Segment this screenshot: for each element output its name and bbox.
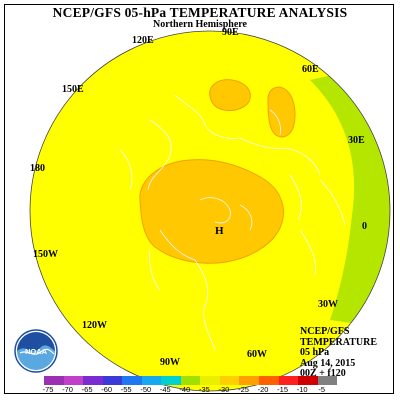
noaa-logo-text: NOAA: [25, 347, 48, 356]
info-date: Aug 14, 2015: [300, 357, 356, 369]
legend-swatch: [317, 376, 338, 385]
info-level: 05 hPa: [300, 347, 330, 358]
legend-swatch: [259, 376, 279, 385]
legend-label: -25: [238, 385, 249, 394]
warm-region-east: [267, 86, 296, 138]
legend-label: -40: [179, 385, 191, 394]
legend-swatch: [122, 376, 142, 385]
map-title: NCEP/GFS 05-hPa TEMPERATURE ANALYSIS: [52, 5, 348, 20]
legend-swatch: [239, 376, 260, 385]
legend-swatch: [161, 376, 181, 385]
info-model: NCEP/GFS: [300, 326, 350, 337]
color-legend-bar: [44, 376, 338, 385]
legend-label: -15: [277, 385, 289, 394]
legend-swatch: [44, 376, 64, 385]
legend-swatch: [63, 376, 84, 385]
warm-region-main: [139, 159, 284, 264]
legend-swatch: [141, 376, 162, 385]
legend-label: -35: [198, 385, 210, 394]
product-info: NCEP/GFS TEMPERATURE 05 hPa Aug 14, 2015…: [300, 326, 378, 380]
lon-label-90e: 90E: [222, 27, 239, 38]
legend-swatch: [180, 376, 201, 385]
legend-label: -30: [218, 385, 230, 394]
legend-swatch: [219, 376, 240, 385]
legend-label: -20: [257, 385, 269, 394]
legend-swatch: [298, 376, 318, 385]
lon-label-30e: 30E: [348, 135, 365, 146]
lon-label-60w: 60W: [247, 349, 267, 360]
map-subtitle: Northern Hemisphere: [153, 19, 247, 30]
legend-label: -45: [159, 385, 171, 394]
lon-label-120e: 120E: [132, 35, 154, 46]
legend-swatch: [83, 376, 103, 385]
legend-label: -75: [42, 385, 54, 394]
legend-swatch: [200, 376, 220, 385]
legend-label: -50: [140, 385, 152, 394]
lon-label-150w: 150W: [33, 249, 58, 260]
warm-region-north: [209, 79, 251, 111]
lon-label-0: 0: [362, 221, 367, 232]
lon-label-180: 180: [30, 163, 45, 174]
legend-label: -65: [81, 385, 93, 394]
legend-label: -10: [296, 385, 308, 394]
legend-label: -55: [120, 385, 132, 394]
legend-label: -5: [318, 385, 326, 394]
color-legend-labels: -75 -70 -65 -60 -55 -50 -45 -40 -35 -30 -25 -20 -15-…: [42, 385, 396, 395]
info-forecast: 00Z + f120: [300, 368, 346, 379]
lon-label-30w: 30W: [318, 299, 338, 310]
lon-label-150e: 150E: [62, 84, 84, 95]
globe-outline: [29, 30, 391, 392]
legend-label: -60: [101, 385, 113, 394]
legend-swatch: [278, 376, 299, 385]
legend-swatch: [102, 376, 123, 385]
high-pressure-marker: H: [215, 225, 224, 237]
lon-label-90w: 90W: [160, 357, 180, 368]
info-field: TEMPERATURE: [300, 336, 378, 348]
lon-label-60e: 60E: [302, 64, 319, 75]
noaa-logo: NOAA: [14, 329, 58, 373]
legend-label: -70: [62, 385, 73, 394]
coastlines: [119, 94, 346, 351]
lon-label-120w: 120W: [82, 320, 107, 331]
